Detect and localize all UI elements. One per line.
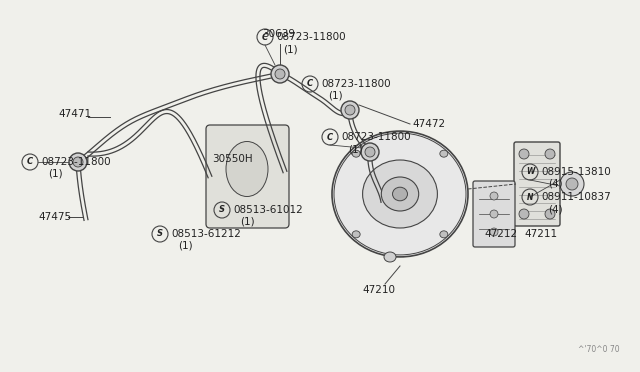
Text: W: W [526, 167, 534, 176]
Text: (1): (1) [178, 241, 193, 251]
Text: C: C [262, 32, 268, 42]
Text: 47471: 47471 [58, 109, 91, 119]
Ellipse shape [440, 150, 448, 157]
Ellipse shape [384, 252, 396, 262]
Text: (4): (4) [548, 179, 563, 189]
Text: 08723-11800: 08723-11800 [341, 132, 411, 142]
Text: 47211: 47211 [524, 229, 557, 239]
Text: 08723-11800: 08723-11800 [321, 79, 390, 89]
Circle shape [365, 147, 375, 157]
Text: 47475: 47475 [38, 212, 71, 222]
Ellipse shape [332, 131, 468, 257]
Text: 47212: 47212 [484, 229, 517, 239]
Circle shape [361, 143, 379, 161]
Circle shape [519, 209, 529, 219]
Text: 47472: 47472 [412, 119, 445, 129]
Text: (4): (4) [548, 204, 563, 214]
Ellipse shape [352, 150, 360, 157]
Circle shape [490, 192, 498, 200]
Ellipse shape [440, 231, 448, 238]
Text: S: S [219, 205, 225, 215]
Circle shape [490, 228, 498, 236]
Circle shape [560, 172, 584, 196]
FancyBboxPatch shape [514, 142, 560, 226]
Text: C: C [327, 132, 333, 141]
Text: S: S [157, 230, 163, 238]
Text: 08513-61012: 08513-61012 [233, 205, 303, 215]
Text: 08513-61212: 08513-61212 [171, 229, 241, 239]
Ellipse shape [363, 160, 437, 228]
Ellipse shape [392, 187, 408, 201]
Text: 08723-11800: 08723-11800 [276, 32, 346, 42]
Text: 08915-13810: 08915-13810 [541, 167, 611, 177]
Circle shape [271, 65, 289, 83]
Text: (1): (1) [240, 217, 255, 227]
Circle shape [73, 157, 83, 167]
Text: (1): (1) [328, 91, 342, 101]
Text: C: C [307, 80, 313, 89]
Circle shape [519, 149, 529, 159]
Circle shape [545, 209, 555, 219]
Circle shape [341, 101, 359, 119]
Text: 08723-11800: 08723-11800 [41, 157, 111, 167]
Text: (1): (1) [348, 144, 363, 154]
Circle shape [566, 178, 578, 190]
Circle shape [69, 153, 87, 171]
Text: 30639: 30639 [262, 29, 295, 39]
Circle shape [490, 210, 498, 218]
Text: 08911-10837: 08911-10837 [541, 192, 611, 202]
Circle shape [345, 105, 355, 115]
Text: 30550H: 30550H [212, 154, 253, 164]
Text: C: C [27, 157, 33, 167]
Ellipse shape [381, 177, 419, 211]
Ellipse shape [352, 231, 360, 238]
Circle shape [275, 69, 285, 79]
Text: ^'70^0 70: ^'70^0 70 [579, 345, 620, 354]
Text: (1): (1) [48, 169, 63, 179]
Circle shape [545, 149, 555, 159]
FancyBboxPatch shape [206, 125, 289, 228]
Text: 47210: 47210 [362, 285, 395, 295]
Ellipse shape [226, 141, 268, 196]
Text: N: N [527, 192, 533, 202]
Text: (1): (1) [283, 44, 298, 54]
FancyBboxPatch shape [473, 181, 515, 247]
